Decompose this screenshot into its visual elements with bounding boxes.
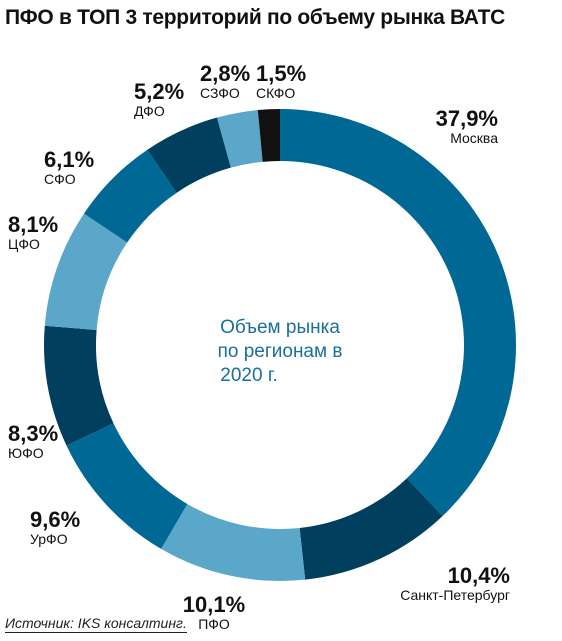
category-label-yufo: ЮФО <box>8 445 44 461</box>
value-label-sfo: 6,1% <box>44 147 94 172</box>
category-label-szfo: СЗФО <box>200 85 240 101</box>
center-text-line-1: Объем рынка <box>220 317 340 338</box>
center-annotation: Объем рынка по регионам в 2020 г. <box>218 317 343 386</box>
slice-dfo <box>147 117 231 193</box>
value-label-yufo: 8,3% <box>8 421 58 446</box>
value-label-pfo: 10,1% <box>183 592 245 617</box>
slice-szfo <box>217 110 263 168</box>
slice-pfo <box>161 503 306 581</box>
category-label-urfo: УрФО <box>30 531 68 547</box>
value-label-moskva: 37,9% <box>436 106 498 131</box>
value-label-szfo: 2,8% <box>200 61 250 86</box>
category-label-sankt-peterburg: Санкт-Петербург <box>400 587 510 603</box>
category-label-tsfo: ЦФО <box>8 236 40 252</box>
chart-title: ПФО в ТОП 3 территорий по объему рынка В… <box>5 6 506 29</box>
slice-sfo <box>83 149 177 243</box>
slice-urfo <box>66 423 188 549</box>
source-note: Источник: IKS консалтинг. <box>5 615 187 633</box>
slice-labels: 37,9%Москва 10,4%Санкт-Петербург 10,1%ПФО 9… <box>8 61 510 632</box>
category-label-skfo: СКФО <box>256 85 295 101</box>
value-label-skfo: 1,5% <box>256 61 306 86</box>
center-text-line-3: 2020 г. <box>220 365 277 386</box>
slice-sankt-peterburg <box>299 478 443 580</box>
value-label-urfo: 9,6% <box>30 507 80 532</box>
value-label-tsfo: 8,1% <box>8 212 58 237</box>
category-label-pfo: ПФО <box>198 616 230 632</box>
slice-skfo <box>257 109 280 162</box>
slice-moskva <box>280 109 516 517</box>
value-label-dfo: 5,2% <box>134 79 184 104</box>
center-text-line-2: по регионам в <box>218 341 343 362</box>
category-label-moskva: Москва <box>450 130 498 146</box>
donut-slices <box>44 109 516 581</box>
slice-yufo <box>44 325 114 446</box>
slice-tsfo <box>44 213 128 330</box>
category-label-sfo: СФО <box>44 171 76 187</box>
value-label-sankt-peterburg: 10,4% <box>448 563 510 588</box>
category-label-dfo: ДФО <box>134 103 165 119</box>
